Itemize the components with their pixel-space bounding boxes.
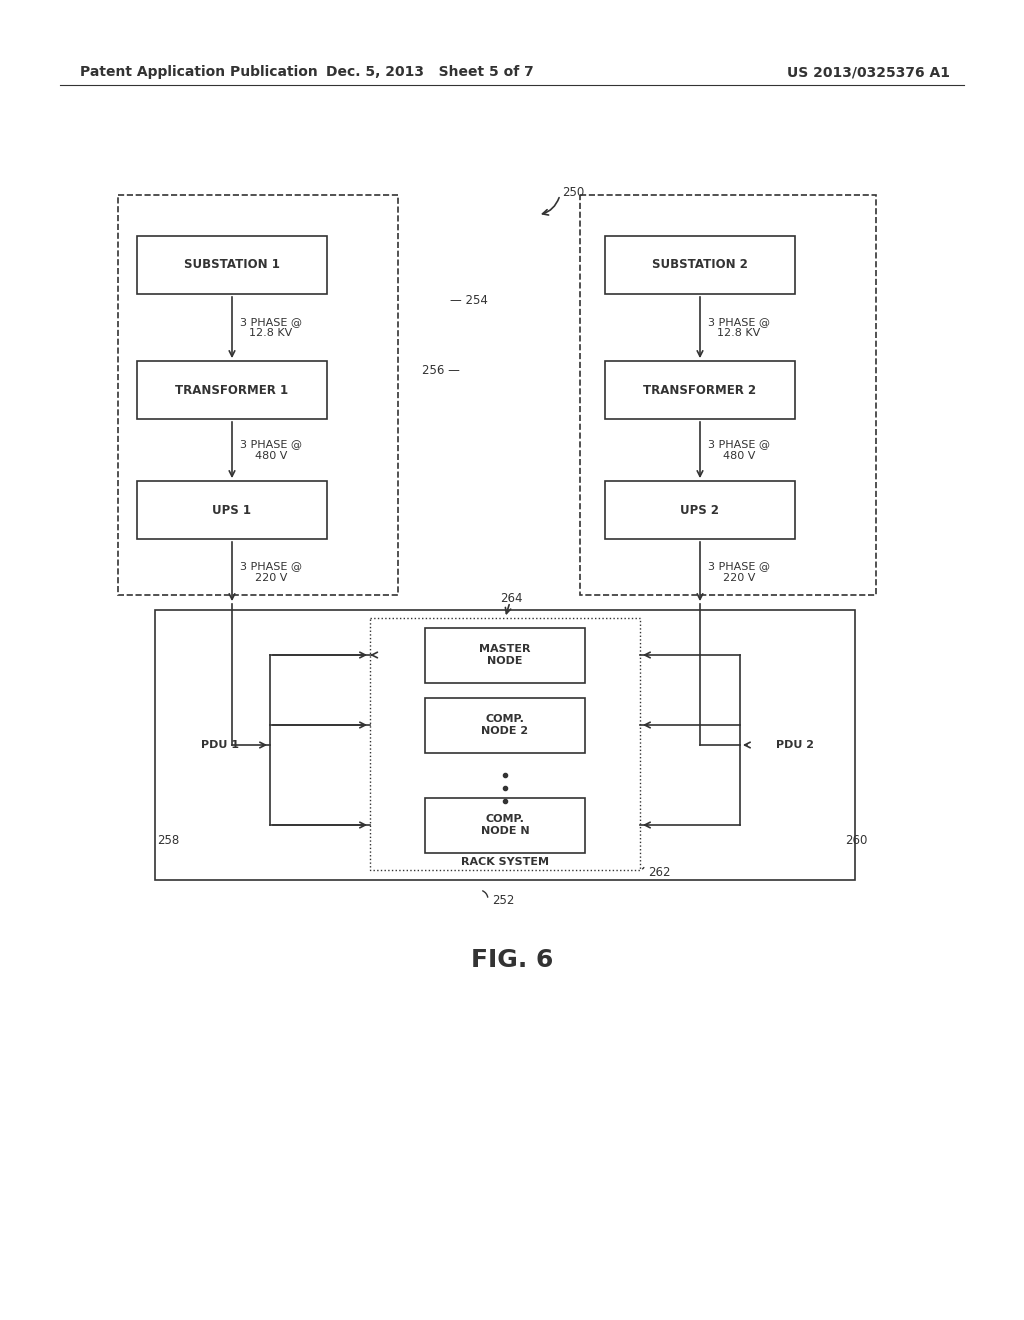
Text: UPS 2: UPS 2 <box>681 503 720 516</box>
Bar <box>137 480 327 539</box>
Bar <box>605 480 795 539</box>
Bar <box>425 797 585 853</box>
Bar <box>605 360 795 418</box>
Text: 3 PHASE @
220 V: 3 PHASE @ 220 V <box>708 561 770 583</box>
Text: 3 PHASE @
480 V: 3 PHASE @ 480 V <box>708 440 770 461</box>
Text: TRANSFORMER 2: TRANSFORMER 2 <box>643 384 757 396</box>
Text: US 2013/0325376 A1: US 2013/0325376 A1 <box>787 65 950 79</box>
Bar <box>155 610 855 880</box>
Text: 260: 260 <box>845 833 867 846</box>
Text: 3 PHASE @
480 V: 3 PHASE @ 480 V <box>240 440 302 461</box>
Text: 258: 258 <box>157 833 179 846</box>
Text: MASTER
NODE: MASTER NODE <box>479 644 530 665</box>
Bar <box>137 236 327 294</box>
Bar <box>370 618 640 870</box>
Bar <box>137 360 327 418</box>
Text: Dec. 5, 2013   Sheet 5 of 7: Dec. 5, 2013 Sheet 5 of 7 <box>326 65 534 79</box>
Text: RACK SYSTEM: RACK SYSTEM <box>461 857 549 867</box>
Text: FIG. 6: FIG. 6 <box>471 948 553 972</box>
Bar <box>425 627 585 682</box>
Text: — 254: — 254 <box>450 293 487 306</box>
Text: PDU 2: PDU 2 <box>776 741 814 750</box>
Text: 3 PHASE @
12.8 KV: 3 PHASE @ 12.8 KV <box>240 317 302 338</box>
Text: SUBSTATION 1: SUBSTATION 1 <box>184 259 280 272</box>
Text: 256 —: 256 — <box>422 363 460 376</box>
Text: UPS 1: UPS 1 <box>213 503 252 516</box>
Bar <box>118 195 398 595</box>
Text: 3 PHASE @
220 V: 3 PHASE @ 220 V <box>240 561 302 583</box>
Text: 252: 252 <box>492 894 514 907</box>
Text: COMP.
NODE N: COMP. NODE N <box>480 814 529 836</box>
Text: 250: 250 <box>562 186 585 198</box>
Text: Patent Application Publication: Patent Application Publication <box>80 65 317 79</box>
Text: PDU 1: PDU 1 <box>201 741 239 750</box>
Text: SUBSTATION 2: SUBSTATION 2 <box>652 259 748 272</box>
Bar <box>605 236 795 294</box>
Text: COMP.
NODE 2: COMP. NODE 2 <box>481 714 528 735</box>
Bar <box>425 697 585 752</box>
Text: 3 PHASE @
12.8 KV: 3 PHASE @ 12.8 KV <box>708 317 770 338</box>
Bar <box>580 195 876 595</box>
Text: 264: 264 <box>500 591 522 605</box>
Text: 262: 262 <box>648 866 671 879</box>
Text: TRANSFORMER 1: TRANSFORMER 1 <box>175 384 289 396</box>
